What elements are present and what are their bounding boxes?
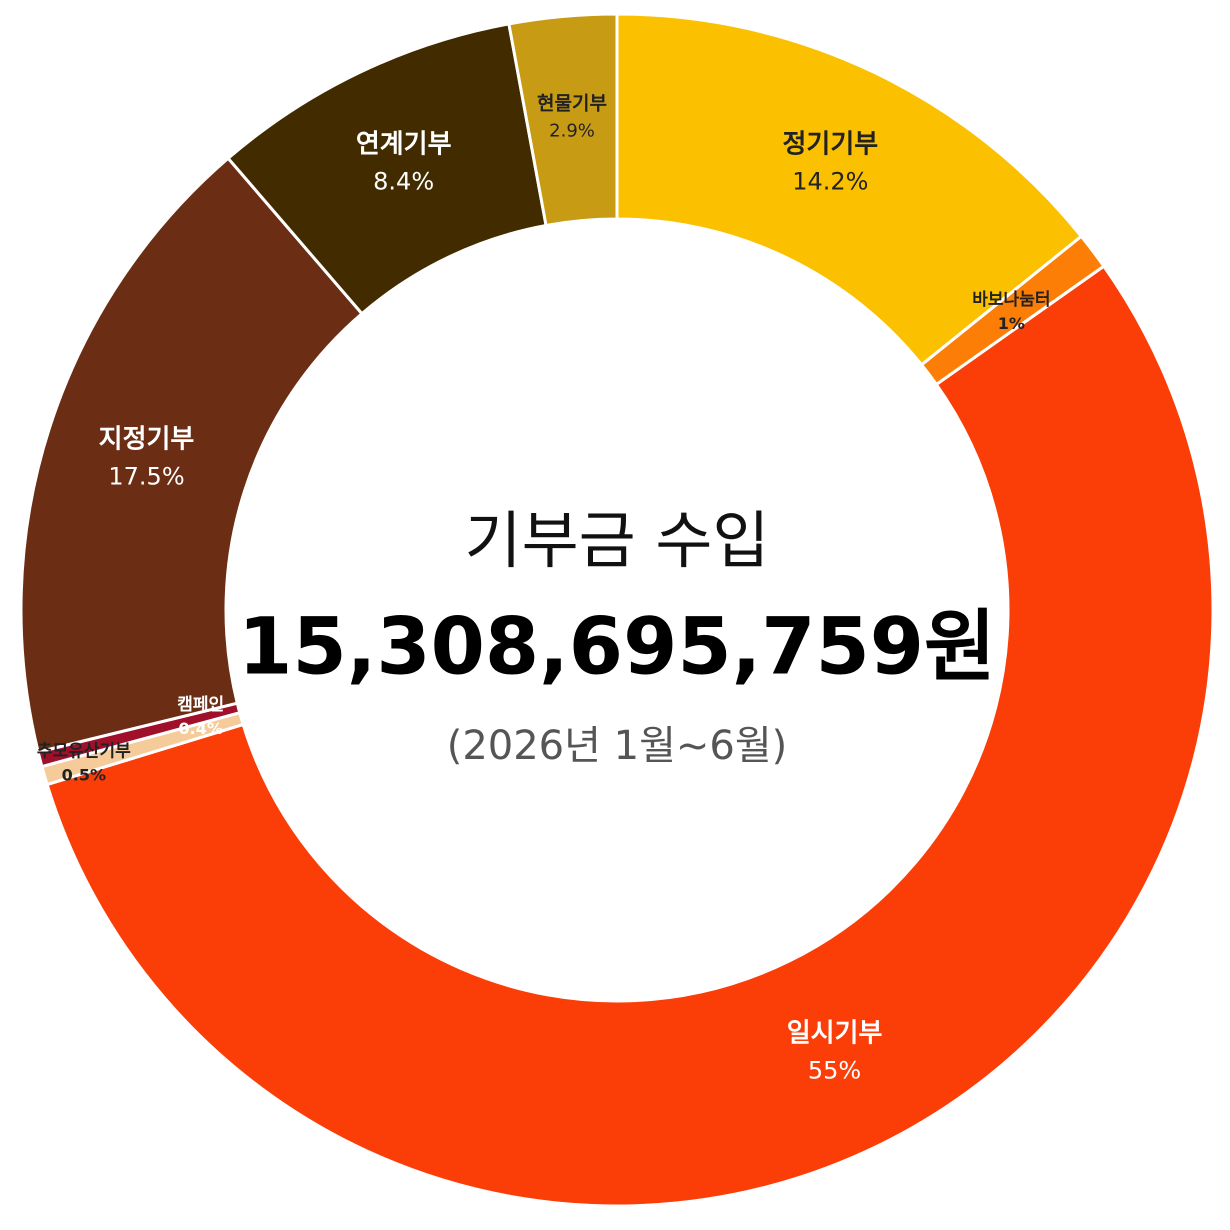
labels: 정기기부 14.2% 바보나눔터 1% 일시기부 55% 추모유산기부 0.5% 캠페인 0.4%… (37, 92, 1051, 1084)
value-label: 14.2% (792, 167, 868, 195)
slice-label: 추모유산기부 (37, 741, 131, 761)
total: 15,308,695,759원 (238, 602, 996, 692)
slice-label: 연계기부 (356, 129, 452, 159)
value-label: 0.4% (179, 719, 223, 738)
value-label: 17.5% (108, 462, 184, 490)
slice-label: 일시기부 (787, 1019, 883, 1049)
value-label: 55% (808, 1057, 861, 1085)
chart-title: 기부금 수입 (465, 504, 770, 577)
subtitle: (2026년 1월~6월) (447, 723, 788, 769)
slice (45, 264, 1215, 1208)
slices (19, 12, 1215, 1208)
slice-label: 캠페인 (177, 695, 224, 715)
value-label: 8.4% (373, 167, 434, 195)
slice-label: 지정기부 (99, 424, 195, 454)
slice-label: 현물기부 (537, 92, 607, 114)
slice (615, 12, 1084, 367)
slice-label: 정기기부 (782, 129, 878, 159)
slice-label: 바보나눔터 (972, 290, 1050, 310)
value-label: 1% (998, 314, 1025, 333)
value-label: 2.9% (549, 121, 595, 142)
value-label: 0.5% (62, 766, 106, 785)
slice (507, 12, 619, 228)
slice (19, 156, 365, 754)
